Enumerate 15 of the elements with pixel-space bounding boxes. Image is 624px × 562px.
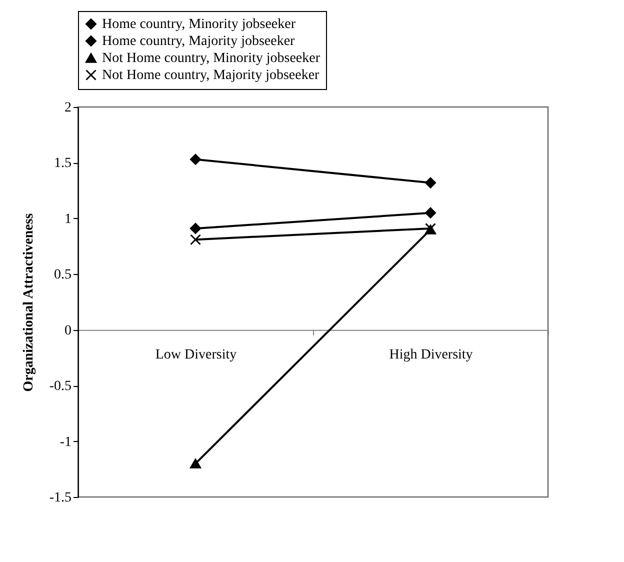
legend-label: Not Home country, Majority jobseeker	[102, 68, 320, 83]
y-tick-label: 0.5	[54, 268, 72, 283]
legend-label: Not Home country, Minority jobseeker	[102, 51, 320, 66]
y-axis-title: Organizational Attractiveness	[21, 212, 36, 392]
y-tick-label: 2	[64, 100, 72, 116]
y-tick-label: -1.5	[49, 490, 72, 506]
y-tick-label: 1	[64, 212, 72, 227]
x-tick-label: Low Diversity	[155, 347, 237, 362]
x-tick-label: High Diversity	[389, 347, 473, 362]
y-tick-label: 0	[64, 323, 72, 338]
legend-label: Home country, Majority jobseeker	[102, 34, 296, 49]
y-tick-label: -1	[60, 434, 72, 450]
y-tick-label: -0.5	[49, 379, 72, 394]
legend-label: Home country, Minority jobseeker	[102, 17, 296, 32]
y-tick-label: 1.5	[54, 156, 72, 172]
